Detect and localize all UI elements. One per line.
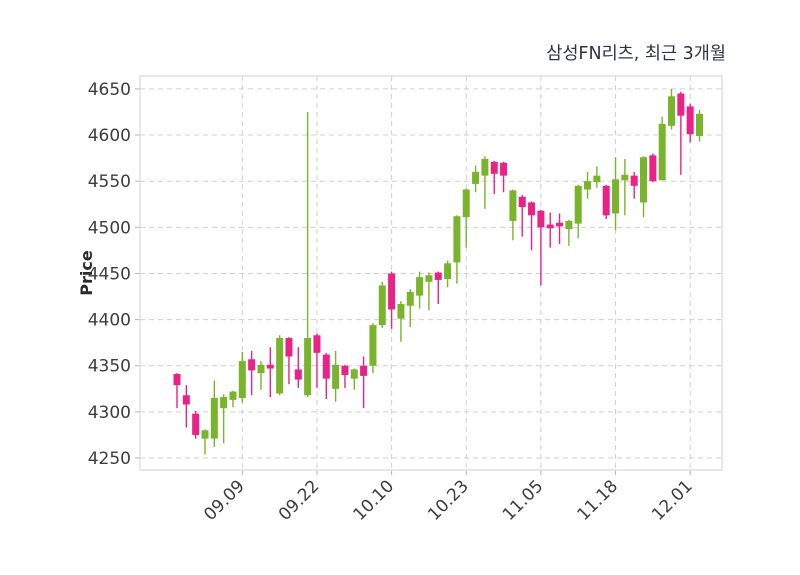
candle-body-up [406,291,414,306]
x-tick-label: 11.05 [499,476,548,525]
x-tick-label: 12.01 [648,476,697,525]
candle-body-up [593,175,601,183]
candle-body-up [453,216,461,263]
candle-body-down [602,185,610,216]
candle-body-down [518,196,526,208]
y-tick-label: 4650 [88,80,131,100]
candle-body-up [481,159,489,176]
candle-body-up [425,275,433,282]
x-tick-label: 11.18 [574,476,623,525]
candle-body-down [313,335,321,353]
candle-body-down [500,162,508,176]
y-tick-label: 4250 [88,449,131,469]
candle-body-up [350,369,358,379]
candle-body-up [658,123,666,181]
candle-body-down [360,365,368,376]
candle-body-up [416,277,424,296]
candle-body-down [322,354,330,379]
candle-body-down [434,272,442,280]
candle-body-down [686,106,694,135]
y-tick-label: 4450 [88,264,131,284]
candle-body-down [341,365,349,375]
candle-body-down [546,224,554,229]
y-tick-label: 4400 [88,311,131,331]
candle-body-up [565,220,573,230]
candle-body-up [332,364,340,389]
candle-body-up [210,398,218,439]
candle-body-down [556,222,564,227]
candle-body-down [490,161,498,174]
candle-body-up [584,181,592,190]
chart-title: 삼성FN리츠, 최근 3개월 [546,44,726,64]
candle-body-up [668,96,676,126]
x-tick-label: 10.23 [424,476,473,525]
candle-body-down [285,338,293,357]
candle-body-down [388,273,396,310]
y-tick-label: 4550 [88,172,131,192]
candle-body-up [304,338,312,396]
candle-body-up [612,179,620,214]
candle-body-down [649,155,657,182]
candle-body-up [238,361,246,399]
candle-body-up [201,430,209,439]
candle-body-down [248,359,256,371]
candle-body-down [192,413,200,435]
candle-body-up [621,174,629,181]
candle-body-down [528,202,536,216]
y-tick-label: 4350 [88,357,131,377]
candle-body-down [537,210,545,228]
candle-body-up [640,157,648,203]
plot-border [139,75,723,471]
plot-area: 4250 4300 4350 4400 4450 4500 4550 4600 4650 09.0… [88,75,723,525]
candle-body-up [229,391,237,400]
candle-body-up [257,364,265,374]
x-tick-label: 09.22 [275,476,324,525]
candle-body-up [378,285,386,326]
candle-body-up [276,338,284,394]
y-tick-label: 4500 [88,218,131,238]
candle-body-up [369,325,377,366]
candle-body-down [182,395,190,405]
candle-body-up [462,189,470,218]
candle-body-down [630,175,638,186]
candle-body-down [173,374,181,386]
candle-body-down [266,364,274,369]
candle-body-up [509,190,517,221]
candle-body-up [574,185,582,224]
y-tick-label: 4300 [88,403,131,423]
candle-body-up [220,397,228,409]
candle-body-down [677,93,685,116]
x-tick-label: 10.10 [350,476,399,525]
candle-body-up [397,303,405,319]
x-tick-label: 09.09 [200,476,249,525]
candle-body-up [696,113,703,136]
candle-body-up [472,171,480,184]
y-tick-label: 4600 [88,126,131,146]
candle-body-down [294,369,302,380]
candle-body-up [444,263,452,279]
y-axis-label: Price [77,250,96,296]
